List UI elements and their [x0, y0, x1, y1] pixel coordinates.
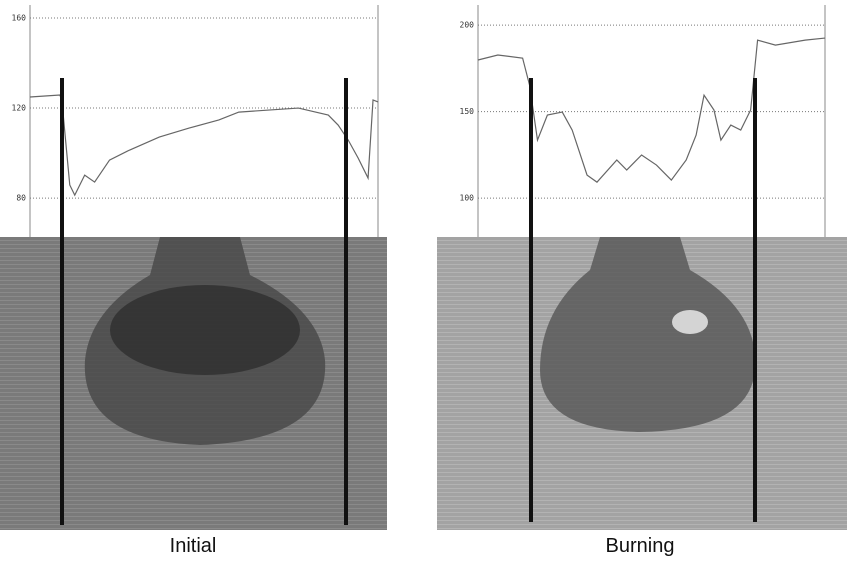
plot-area: [30, 5, 378, 237]
y-tick-label: 120: [12, 104, 27, 113]
caption: Burning: [606, 535, 675, 557]
initial-image: [0, 237, 387, 530]
y-tick-label: 150: [460, 107, 475, 116]
y-tick-label: 100: [460, 194, 475, 203]
marker-lines: [60, 78, 757, 525]
y-tick-label: 200: [460, 21, 475, 30]
profile-line: [477, 37, 826, 183]
burning-image: [437, 237, 847, 530]
profile-line: [29, 94, 379, 197]
caption: Initial: [170, 535, 217, 557]
y-tick-label: 80: [16, 194, 26, 203]
y-tick-label: 160: [12, 14, 27, 23]
